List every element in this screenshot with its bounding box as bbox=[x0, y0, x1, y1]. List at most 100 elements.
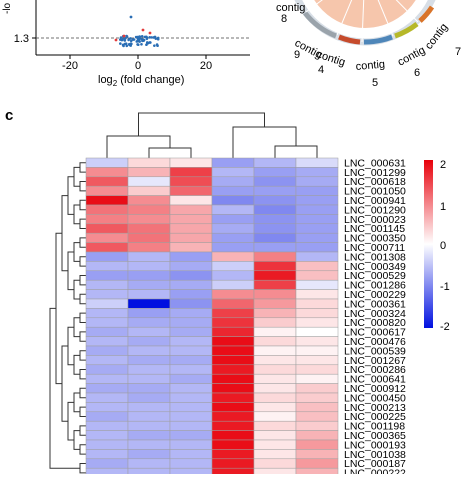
dendrogram-branch bbox=[79, 199, 86, 211]
dendrogram-branch bbox=[79, 181, 86, 192]
volcano-point bbox=[136, 43, 140, 47]
heatmap-cell bbox=[211, 261, 255, 272]
volcano-x-tick-label: 20 bbox=[200, 60, 212, 72]
dendrogram-branch bbox=[79, 237, 86, 248]
heatmap-cell bbox=[295, 176, 339, 187]
dendrogram-branch bbox=[274, 145, 318, 158]
heatmap-row-label: LNC_000476 bbox=[344, 336, 406, 348]
heatmap-cell bbox=[85, 298, 129, 309]
heatmap-cell bbox=[85, 439, 129, 450]
dendrogram-branch bbox=[79, 444, 86, 455]
volcano-point bbox=[143, 35, 147, 39]
volcano-point bbox=[127, 37, 131, 41]
heatmap-cell bbox=[127, 289, 171, 300]
heatmap-cell bbox=[169, 345, 213, 356]
heatmap-cell bbox=[127, 214, 171, 225]
heatmap-cell bbox=[127, 364, 171, 375]
heatmap-cell bbox=[253, 176, 297, 187]
heatmap-cell bbox=[295, 439, 339, 450]
volcano-point bbox=[137, 38, 141, 42]
volcano-point bbox=[125, 34, 128, 38]
heatmap-cell bbox=[85, 336, 129, 347]
dendrogram-branch bbox=[79, 312, 86, 323]
heatmap-cell bbox=[253, 383, 297, 394]
heatmap-row-label: LNC_000617 bbox=[344, 327, 406, 339]
heatmap-cell bbox=[169, 392, 213, 403]
heatmap-cell bbox=[253, 261, 297, 272]
heatmap-cell bbox=[295, 336, 339, 347]
heatmap-cell bbox=[295, 411, 339, 422]
heatmap-cell bbox=[295, 167, 339, 178]
heatmap-cell bbox=[127, 223, 171, 234]
circos-label-contig-5: contig bbox=[355, 58, 385, 73]
heatmap-cell bbox=[169, 242, 213, 253]
heatmap-cell bbox=[253, 298, 297, 309]
heatmap-cell bbox=[85, 214, 129, 225]
volcano-point bbox=[140, 34, 144, 38]
heatmap-cell bbox=[169, 458, 213, 469]
heatmap-cell bbox=[85, 458, 129, 469]
heatmap-row-label: LNC_000361 bbox=[344, 298, 406, 310]
heatmap-cell bbox=[211, 308, 255, 319]
heatmap-row-label: LNC_001286 bbox=[344, 280, 406, 292]
volcano-point bbox=[123, 42, 127, 46]
heatmap-cell bbox=[295, 373, 339, 384]
heatmap-row-label: LNC_000324 bbox=[344, 308, 406, 320]
dendrogram-branch bbox=[73, 392, 80, 413]
heatmap-row-label: LNC_001050 bbox=[344, 186, 406, 198]
heatmap-cell bbox=[169, 420, 213, 431]
heatmap-cell bbox=[85, 402, 129, 413]
heatmap-cell bbox=[295, 279, 339, 290]
heatmap-cell bbox=[169, 402, 213, 413]
panel-c-letter: c bbox=[5, 107, 13, 124]
heatmap-cell bbox=[253, 373, 297, 384]
heatmap-row-label: LNC_000941 bbox=[344, 195, 406, 207]
heatmap-cell bbox=[253, 467, 297, 478]
volcano-point bbox=[123, 39, 127, 42]
heatmap-cell bbox=[295, 420, 339, 431]
heatmap-cell bbox=[295, 251, 339, 262]
heatmap-cell bbox=[211, 195, 255, 206]
heatmap-cell bbox=[211, 355, 255, 366]
volcano-point bbox=[125, 44, 129, 48]
heatmap-row-label: LNC_000349 bbox=[344, 261, 406, 273]
volcano-point bbox=[138, 35, 142, 38]
volcano-point bbox=[156, 37, 160, 41]
volcano-point bbox=[145, 37, 149, 41]
volcano-x-tick-label: -20 bbox=[62, 60, 78, 72]
heatmap-cell bbox=[85, 176, 129, 187]
volcano-point bbox=[124, 36, 127, 40]
heatmap-cell bbox=[211, 279, 255, 290]
heatmap-cell bbox=[253, 232, 297, 243]
dendrogram-branch bbox=[73, 204, 80, 225]
circos-label-number-9: 9 bbox=[294, 49, 300, 61]
heatmap-cell bbox=[169, 223, 213, 234]
heatmap-cell bbox=[211, 383, 255, 394]
heatmap-row-label: LNC_000286 bbox=[344, 364, 406, 376]
heatmap-cell bbox=[127, 467, 171, 478]
heatmap-cell bbox=[169, 167, 213, 178]
volcano-point bbox=[122, 44, 125, 48]
heatmap-cell bbox=[127, 176, 171, 187]
heatmap-row-label: LNC_000222 bbox=[344, 468, 406, 474]
heatmap-cell bbox=[85, 467, 129, 478]
heatmap-cell bbox=[85, 261, 129, 272]
heatmap-cell bbox=[169, 449, 213, 460]
circos-label-contig-6: contig bbox=[396, 44, 428, 68]
dendrogram-branch bbox=[148, 147, 192, 158]
volcano-point bbox=[119, 42, 122, 45]
volcano-point bbox=[153, 44, 156, 47]
heatmap-cell bbox=[127, 326, 171, 337]
heatmap-cell bbox=[169, 355, 213, 366]
heatmap-cell bbox=[211, 204, 255, 215]
heatmap-cell bbox=[295, 364, 339, 375]
heatmap-cell bbox=[127, 242, 171, 253]
volcano-point bbox=[127, 43, 131, 46]
heatmap-cell bbox=[295, 392, 339, 403]
dendrogram-branch bbox=[73, 317, 80, 338]
heatmap-cell bbox=[127, 458, 171, 469]
heatmap-cell bbox=[253, 336, 297, 347]
circos-label-contig-7: contig bbox=[423, 21, 451, 52]
heatmap-cell bbox=[211, 251, 255, 262]
